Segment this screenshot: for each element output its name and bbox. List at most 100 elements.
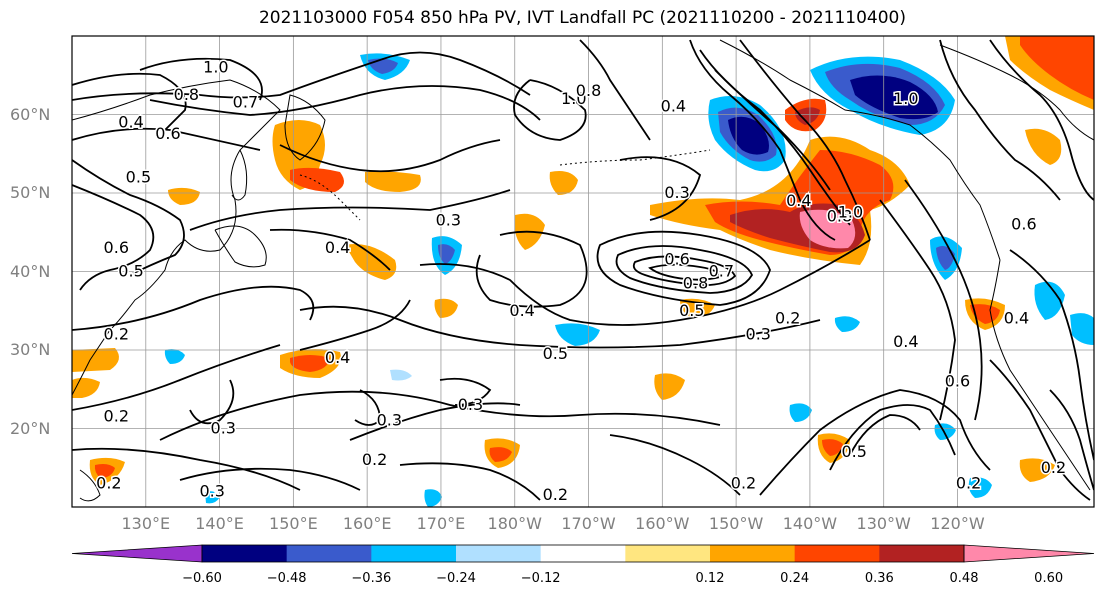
contour-line (72, 159, 185, 276)
latitude-tick-label: 30°N (10, 340, 51, 359)
contour-label: 0.7 (233, 93, 258, 112)
contour-label: 0.8 (576, 81, 601, 100)
pv-positive-region-alaska-inner (795, 107, 820, 125)
latitude-tick-label: 40°N (10, 261, 51, 281)
colorbar-segment (540, 545, 626, 562)
contour-line (299, 299, 411, 351)
contour-label: 0.2 (775, 309, 800, 328)
pv-positive-region-tropics-core (489, 447, 512, 462)
contour-label: 0.7 (709, 262, 734, 281)
pv-positive-region-central-2 (549, 171, 578, 195)
contour-line (419, 239, 871, 326)
pv-negative-region-nevada (1034, 281, 1065, 320)
pv-positive-region-kurils (365, 171, 421, 192)
longitude-tick-label: 150°E (269, 514, 318, 533)
colorbar-tick-label: −0.12 (520, 571, 561, 586)
map-title: 2021103000 F054 850 hPa PV, IVT Landfall… (258, 8, 906, 28)
pv-negative-region-pacific-e3 (934, 423, 956, 440)
pv-positive-region-subtropics-core (290, 355, 330, 372)
contour-line (879, 199, 956, 421)
contour-label: 0.5 (543, 344, 568, 363)
pv-positive-region-ne-corner-core (1020, 36, 1094, 100)
contour-line (904, 179, 983, 421)
latitude-tick-label: 20°N (10, 418, 51, 438)
pv-positive-region-sw-core (94, 464, 115, 478)
pv-positive-region-west-edge-2 (72, 377, 100, 398)
colorbar-segment (202, 545, 288, 562)
colorbar-tick-label: 0.12 (695, 571, 725, 586)
contour-line (1049, 389, 1094, 491)
coastline-na-west (989, 259, 1091, 491)
contour-line (989, 39, 1094, 201)
contour-line (279, 139, 501, 173)
contour-line (849, 414, 921, 456)
colorbar (71, 544, 1095, 563)
contour-line (269, 228, 391, 271)
contour-line (72, 447, 301, 491)
pv-negative-region-pacific-e4 (968, 477, 992, 498)
contour-line (648, 263, 721, 281)
contour-line (72, 344, 281, 411)
colorbar-tick-label: 0.48 (949, 571, 979, 586)
colorbar-tick-label: −0.48 (266, 571, 307, 586)
contour-label: 0.3 (199, 481, 224, 500)
longitude-tick-label: 170°E (416, 514, 466, 533)
contour-label: 1.0 (893, 89, 918, 108)
pv-negative-region-nw-core (438, 244, 455, 264)
contour-line (439, 377, 492, 406)
contour-label: 0.2 (731, 473, 756, 492)
coastline-japan (214, 225, 267, 268)
colorbar-tick-label: 0.24 (780, 571, 810, 586)
longitude-tick-label: 140°E (195, 514, 244, 533)
longitude-tick-label: 160°W (635, 514, 690, 533)
pv-positive-region-west-edge (72, 348, 119, 372)
longitude-tick-label: 150°W (708, 514, 764, 533)
pv-negative-region-pacific-e2 (789, 403, 812, 422)
contour-label: 0.6 (664, 250, 689, 269)
colorbar-segment (371, 545, 457, 562)
colorbar-tick-label: −0.36 (351, 571, 392, 586)
latitude-tick-label: 60°N (10, 104, 51, 124)
coastline-kamchatka (284, 94, 326, 161)
contour-label: 0.4 (118, 112, 143, 131)
contour-line (939, 39, 1061, 201)
colorbar-segment (625, 545, 711, 562)
contour-label: 0.5 (841, 442, 866, 461)
latitude-tick-label: 50°N (10, 183, 51, 202)
contour-line (299, 305, 821, 349)
contour-line (689, 39, 836, 241)
coastline-alaska (719, 39, 1001, 261)
pv-positive-region-manchuria (168, 187, 200, 205)
longitude-tick-label: 130°W (856, 514, 911, 533)
longitude-tick-label: 130°E (121, 514, 171, 533)
contour-label: 0.8 (827, 207, 852, 226)
map-frame (71, 35, 1095, 508)
pv-negative-region-alaska-core (850, 75, 938, 120)
pv-positive-region-central-4 (654, 373, 685, 400)
contour-label: 0.2 (956, 473, 981, 492)
pv-positive-region-hawaii-core (822, 439, 843, 456)
contour-line (179, 467, 361, 491)
contour-line (189, 189, 511, 231)
longitude-tick-label: 140°W (782, 514, 838, 533)
contour-line (989, 359, 1091, 501)
contour-line (349, 402, 521, 441)
contour-label: 0.2 (543, 485, 568, 504)
contour-label: 0.6 (945, 371, 970, 390)
contour-line (72, 127, 261, 151)
contour-line (596, 230, 771, 306)
map-gridlines (72, 36, 1094, 507)
contour-label: 0.6 (104, 238, 129, 257)
contour-line (189, 379, 235, 425)
ivt-contours (72, 39, 1094, 501)
contour-label: 0.2 (104, 407, 129, 426)
pv-negative-region-utah (1070, 313, 1094, 345)
contour-line (615, 245, 754, 294)
colorbar-tick-label: 0.60 (1034, 571, 1064, 586)
contour-labels: 1.00.8 0.70.40.60.51.00.80.40.30.30.40.60… (95, 56, 1068, 506)
contour-line (1009, 249, 1094, 461)
contour-label: 0.3 (377, 411, 402, 430)
pv-positive-region-canada (1025, 128, 1062, 165)
colorbar-segment (794, 545, 880, 562)
